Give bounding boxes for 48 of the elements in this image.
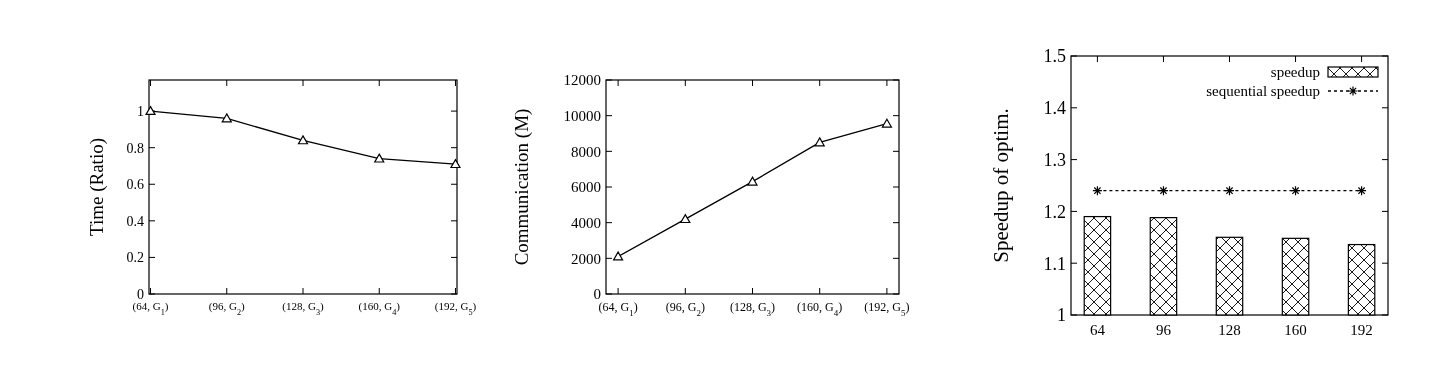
y-tick-label: 0.6 — [126, 177, 144, 193]
x-tick-label: (128, G$_{3}$) — [282, 300, 325, 317]
point — [680, 214, 691, 224]
point — [613, 251, 624, 261]
y-tick-label: 2000 — [571, 250, 601, 267]
y-tick-label: 1.1 — [1043, 253, 1066, 274]
y-tick-label: 4000 — [571, 214, 601, 231]
y-axis-title: Communication (M) — [511, 108, 533, 266]
legend-label: sequential speedup — [1206, 83, 1320, 99]
x-tick-label: 96 — [1155, 322, 1172, 338]
x-tick-label: (96, G$_{2}$) — [208, 300, 246, 317]
point — [747, 176, 758, 186]
y-tick-label: 1.2 — [1043, 201, 1066, 222]
y-tick-label: 1.3 — [1043, 149, 1066, 170]
x-tick-label: (96, G$_{2}$) — [665, 300, 705, 318]
y-tick-label: 0.8 — [126, 140, 144, 156]
point — [374, 153, 385, 163]
y-tick-label: 12000 — [563, 72, 601, 89]
point — [450, 159, 461, 169]
y-tick-label: 0 — [137, 286, 144, 302]
y-tick-label: 0.4 — [126, 213, 144, 229]
x-tick-label: 64 — [1089, 322, 1106, 338]
legend-label: speedup — [1270, 64, 1320, 80]
point — [297, 135, 309, 145]
y-tick-label: 1 — [137, 103, 144, 119]
point — [221, 113, 232, 123]
y-tick-label: 0.2 — [126, 250, 144, 266]
y-tick-label: 1 — [1057, 305, 1066, 326]
y-axis-title: Speedup of optim. — [989, 108, 1013, 263]
x-tick-label: (192, G$_{5}$) — [864, 300, 910, 318]
y-tick-label: 1.5 — [1043, 46, 1066, 67]
x-tick-label: 128 — [1218, 322, 1241, 338]
x-tick-label: (160, G$_{4}$) — [797, 300, 843, 318]
y-tick-label: 8000 — [571, 143, 601, 160]
x-tick-label: (128, G$_{3}$) — [729, 300, 776, 318]
y-tick-label: 1.4 — [1043, 98, 1066, 119]
x-tick-label: (64, G$_{1}$) — [132, 300, 169, 317]
x-tick-label: 160 — [1284, 322, 1307, 338]
x-tick-label: 192 — [1350, 322, 1373, 338]
y-tick-label: 0 — [593, 286, 601, 303]
point — [881, 118, 892, 128]
x-tick-label: (192, G$_{5}$) — [434, 300, 477, 317]
x-tick-label: (160, G$_{4}$) — [358, 300, 401, 317]
y-axis-title: Time (Ratio) — [86, 138, 108, 236]
x-tick-label: (64, G$_{1}$) — [598, 300, 638, 318]
point — [814, 137, 825, 147]
y-tick-label: 10000 — [563, 107, 601, 124]
y-tick-label: 6000 — [571, 179, 601, 196]
